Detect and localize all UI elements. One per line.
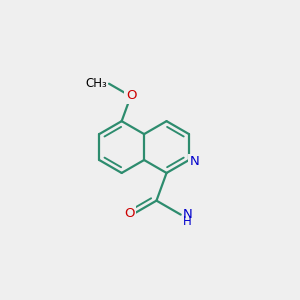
Text: N: N — [182, 208, 192, 220]
Text: N: N — [189, 155, 199, 168]
Text: O: O — [124, 206, 134, 220]
Text: CH₃: CH₃ — [86, 77, 108, 90]
Text: H: H — [183, 214, 192, 228]
Text: O: O — [126, 89, 136, 102]
